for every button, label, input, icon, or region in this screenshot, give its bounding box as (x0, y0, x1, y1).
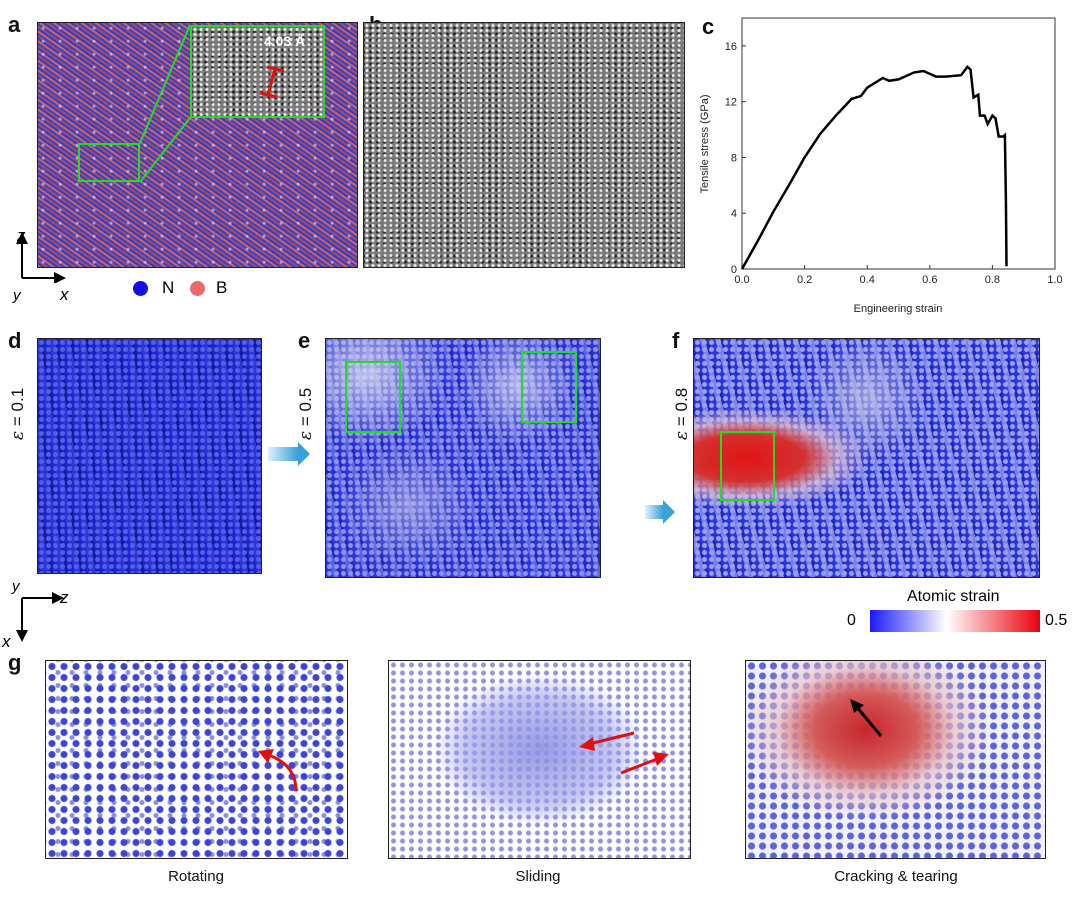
arrowhead-icon (298, 442, 310, 466)
cracking-image (745, 660, 1046, 859)
axes-zx-icon (16, 592, 64, 642)
crack-arrow-icon (850, 699, 883, 737)
tem-image (363, 22, 685, 268)
strain-label-0.1: ε = 0.1 (8, 387, 28, 440)
panel-label-e: e (298, 328, 311, 353)
stress-strain-chart: 0.0 0.2 0.4 0.6 0.8 1.0 0 4 8 12 16 Engineering st… (699, 17, 1063, 315)
sliding-image (388, 660, 691, 859)
axis-x-label: x (60, 285, 69, 304)
x-tick-label: 0.6 (922, 274, 937, 286)
axis-y-label: y (12, 578, 20, 595)
strain-label-0.8: ε = 0.8 (672, 387, 692, 440)
y-tick-label: 12 (725, 97, 737, 109)
axis-z-label: z (60, 588, 69, 607)
rotate-arrow-icon (258, 749, 298, 792)
panel-label-f: f (672, 328, 680, 353)
axis-y-label: y (13, 287, 21, 304)
highlight-box (345, 361, 401, 433)
caption-cracking-tearing: Cracking & tearing (834, 868, 958, 885)
legend-b-label: B (216, 278, 228, 297)
axes-xz-icon (16, 232, 66, 283)
axis-z-label: z (17, 226, 26, 245)
slide-arrows-icon (579, 731, 669, 775)
x-tick-label: 0.8 (985, 274, 1000, 286)
legend-b-dot (190, 281, 205, 296)
progress-arrow-icon (645, 505, 663, 519)
highlight-box (521, 351, 577, 423)
strain-map-0.5 (325, 338, 601, 578)
stress-strain-line (740, 64, 1008, 270)
strain-map-0.1 (37, 338, 262, 574)
caption-sliding: Sliding (515, 868, 561, 885)
axis-x-label: x (2, 632, 11, 651)
panel-label-c: c (702, 14, 715, 39)
plot-frame (741, 17, 1056, 270)
rotating-image (45, 660, 348, 859)
y-tick-label: 4 (731, 208, 737, 220)
progress-arrow-icon (268, 447, 298, 461)
y-axis-label: Tensile stress (GPa) (699, 94, 711, 193)
inset-zoom-image: 4.03 Å (190, 25, 325, 118)
zoom-region-box (78, 143, 140, 182)
x-tick-label: 0.4 (860, 274, 875, 286)
colorbar (870, 610, 1040, 632)
legend-n-label: N (162, 278, 175, 297)
y-tick-label: 0 (731, 264, 737, 276)
panel-label-d: d (8, 328, 22, 353)
spacing-marker (259, 65, 285, 99)
legend-n-dot (133, 281, 148, 296)
colorbar-max: 0.5 (1045, 612, 1068, 629)
inset-spacing-label: 4.03 Å (264, 33, 306, 49)
x-axis-label: Engineering strain (854, 303, 943, 315)
y-tick-label: 16 (725, 41, 737, 53)
arrowhead-icon (663, 500, 675, 524)
caption-rotating: Rotating (168, 868, 224, 885)
colorbar-title: Atomic strain (907, 588, 1000, 605)
x-tick-label: 1.0 (1047, 274, 1062, 286)
panel-label-a: a (8, 12, 21, 37)
strain-label-0.5: ε = 0.5 (296, 387, 316, 440)
y-tick-label: 8 (731, 152, 737, 164)
colorbar-min: 0 (847, 612, 856, 629)
strain-map-0.8 (693, 338, 1040, 578)
x-tick-label: 0.0 (734, 274, 749, 286)
panel-label-g: g (8, 650, 22, 675)
highlight-box (720, 431, 775, 501)
x-tick-label: 0.2 (797, 274, 812, 286)
